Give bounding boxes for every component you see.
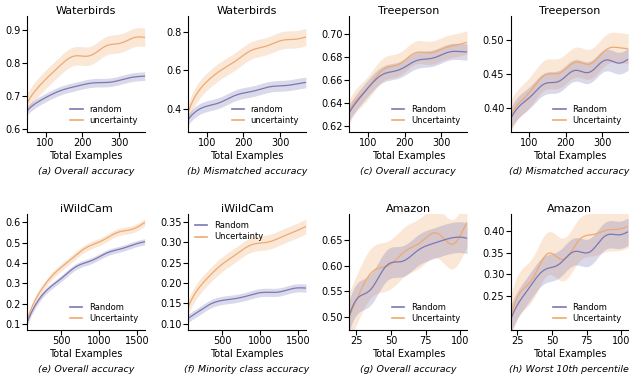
Legend: random, uncertainty: random, uncertainty <box>229 102 301 128</box>
Title: Amazon: Amazon <box>386 204 431 213</box>
Text: (f) Minority class accuracy: (f) Minority class accuracy <box>184 365 310 374</box>
Legend: Random, Uncertainty: Random, Uncertainty <box>390 300 463 326</box>
Title: Treeperson: Treeperson <box>539 6 600 15</box>
X-axis label: Total Examples: Total Examples <box>49 151 123 161</box>
Legend: Random, Uncertainty: Random, Uncertainty <box>550 300 624 326</box>
Title: Waterbirds: Waterbirds <box>56 6 116 15</box>
Legend: Random, Uncertainty: Random, Uncertainty <box>67 300 141 326</box>
Legend: Random, Uncertainty: Random, Uncertainty <box>390 102 463 128</box>
X-axis label: Total Examples: Total Examples <box>372 151 445 161</box>
Legend: Random, Uncertainty: Random, Uncertainty <box>193 219 266 244</box>
X-axis label: Total Examples: Total Examples <box>372 349 445 359</box>
Text: (a) Overall accuracy: (a) Overall accuracy <box>38 167 134 176</box>
X-axis label: Total Examples: Total Examples <box>532 151 606 161</box>
Text: (h) Worst 10th percentile: (h) Worst 10th percentile <box>509 365 629 374</box>
X-axis label: Total Examples: Total Examples <box>49 349 123 359</box>
X-axis label: Total Examples: Total Examples <box>211 151 284 161</box>
X-axis label: Total Examples: Total Examples <box>532 349 606 359</box>
Text: (c) Overall accuracy: (c) Overall accuracy <box>360 167 456 176</box>
Text: (g) Overall accuracy: (g) Overall accuracy <box>360 365 456 374</box>
Text: (b) Mismatched accuracy: (b) Mismatched accuracy <box>187 167 307 176</box>
Text: (e) Overall accuracy: (e) Overall accuracy <box>38 365 134 374</box>
Text: (d) Mismatched accuracy: (d) Mismatched accuracy <box>509 167 630 176</box>
Title: Treeperson: Treeperson <box>378 6 439 15</box>
X-axis label: Total Examples: Total Examples <box>211 349 284 359</box>
Title: iWildCam: iWildCam <box>60 204 113 213</box>
Title: iWildCam: iWildCam <box>221 204 273 213</box>
Legend: random, uncertainty: random, uncertainty <box>68 102 141 128</box>
Title: Waterbirds: Waterbirds <box>217 6 277 15</box>
Title: Amazon: Amazon <box>547 204 592 213</box>
Legend: Random, Uncertainty: Random, Uncertainty <box>550 102 624 128</box>
